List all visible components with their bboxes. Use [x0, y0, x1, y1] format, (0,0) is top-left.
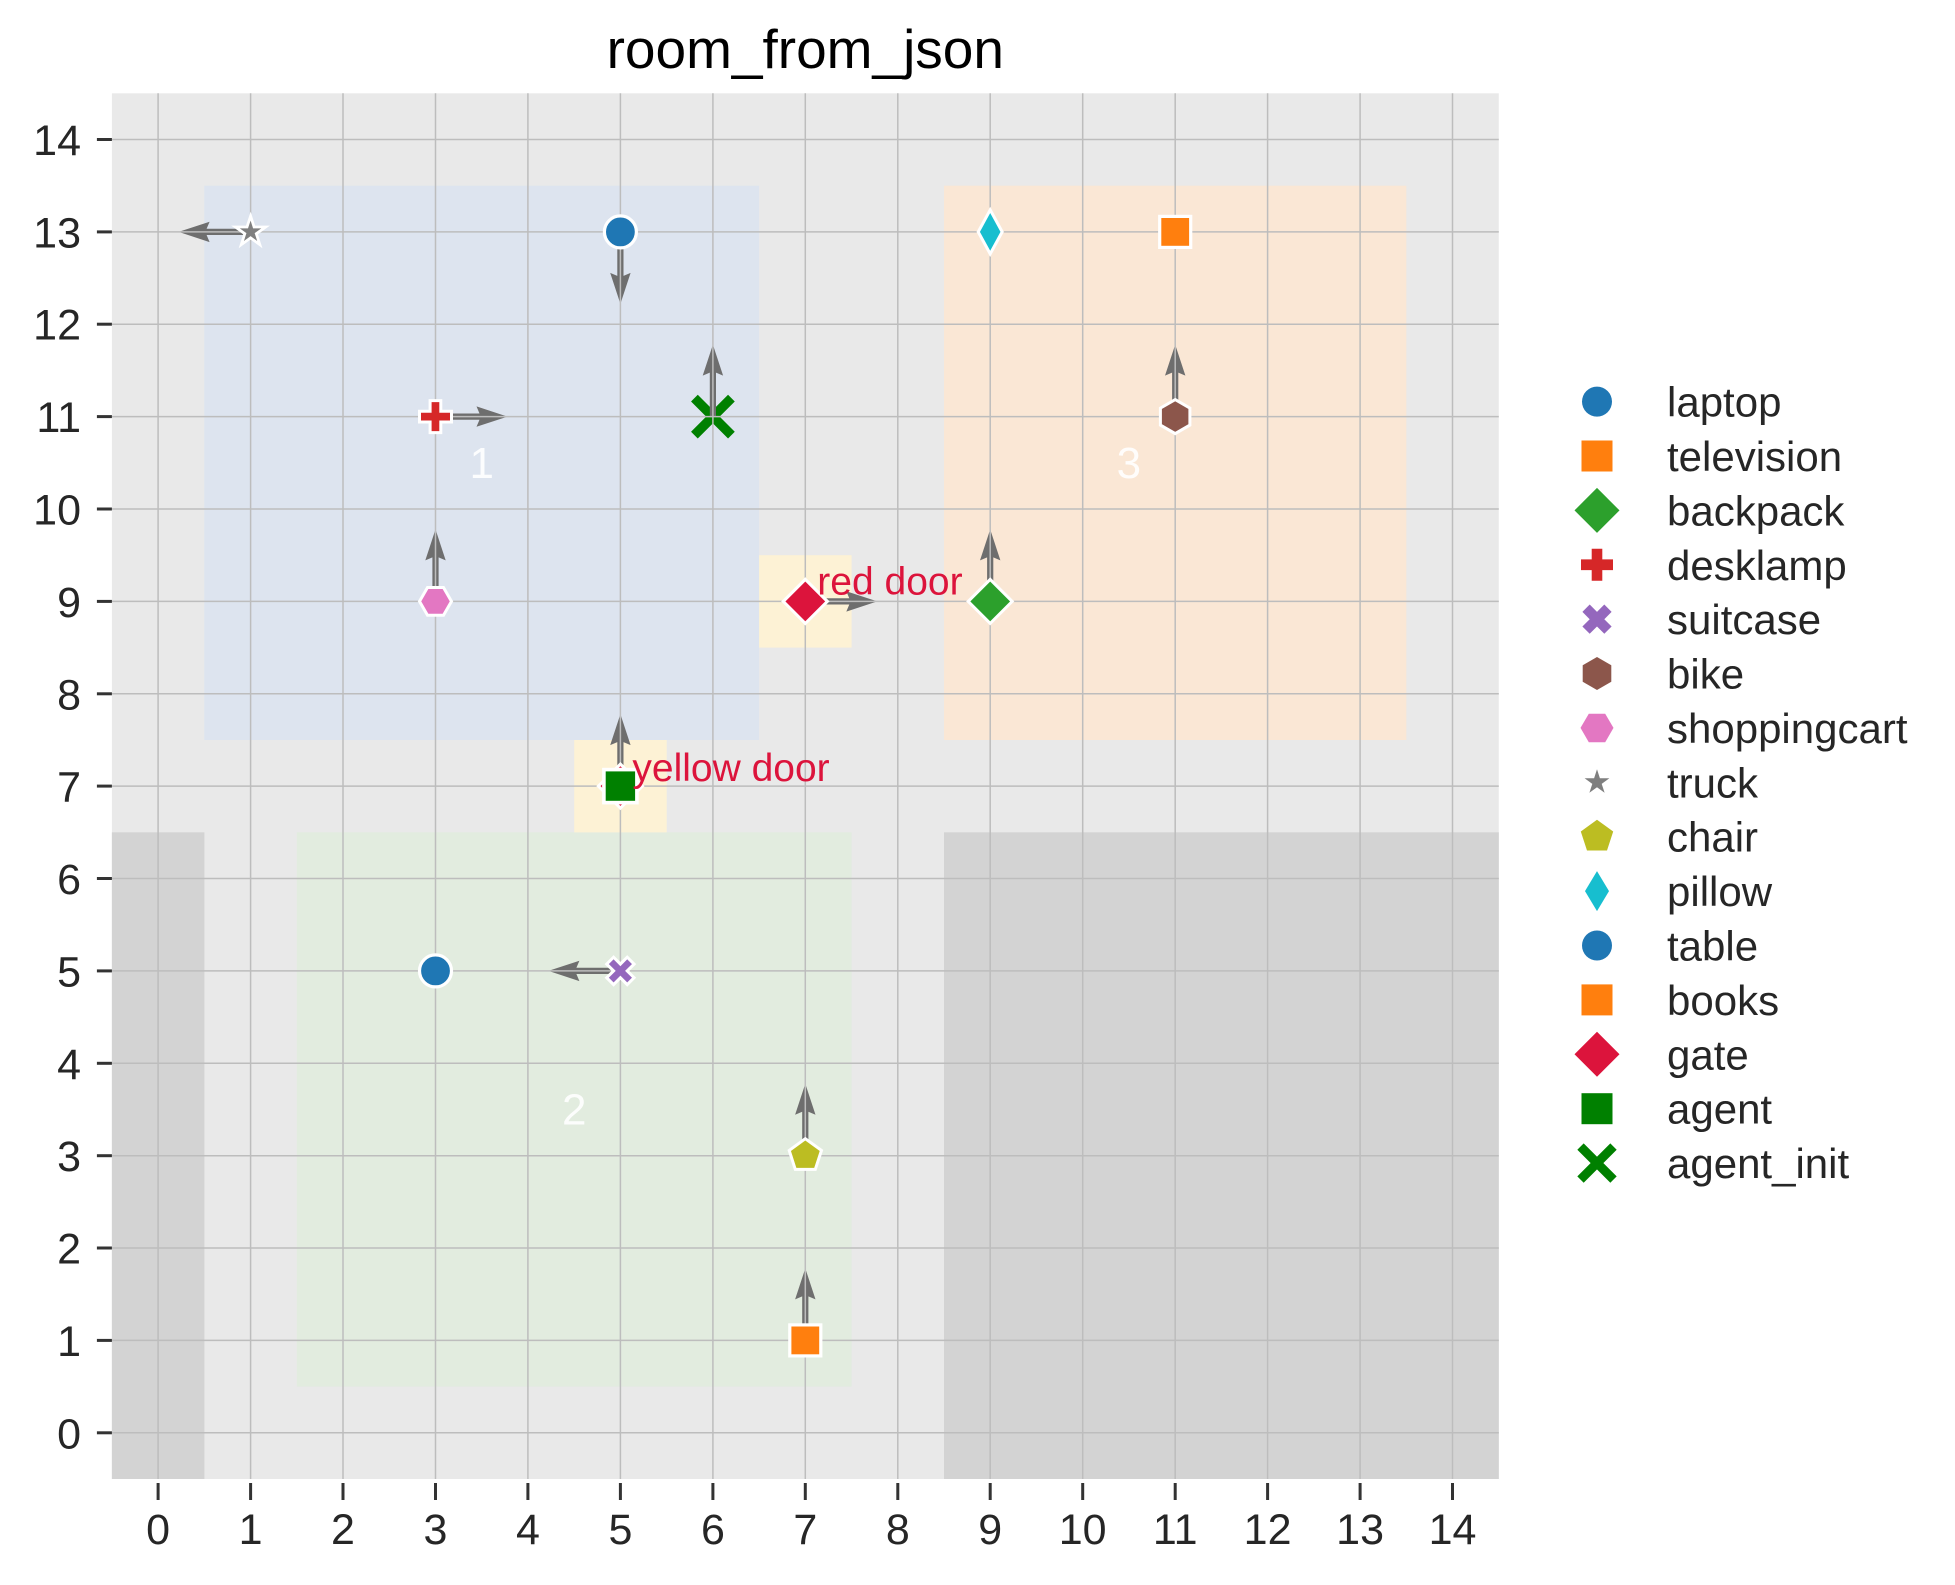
svg-text:1: 1: [239, 1506, 263, 1554]
svg-text:books: books: [1667, 977, 1779, 1024]
svg-text:gate: gate: [1667, 1031, 1749, 1078]
svg-text:6: 6: [701, 1506, 725, 1554]
svg-text:chair: chair: [1667, 814, 1758, 861]
svg-text:1: 1: [469, 439, 493, 488]
svg-text:bike: bike: [1667, 651, 1744, 698]
svg-text:pillow: pillow: [1667, 868, 1773, 915]
svg-text:13: 13: [1336, 1506, 1384, 1554]
svg-text:11: 11: [1153, 1506, 1198, 1554]
svg-text:4: 4: [57, 1041, 81, 1089]
svg-text:10: 10: [33, 487, 81, 535]
svg-text:agent_init: agent_init: [1667, 1140, 1849, 1187]
svg-text:truck: truck: [1667, 759, 1759, 806]
svg-text:11: 11: [36, 394, 81, 442]
svg-text:3: 3: [57, 1133, 81, 1181]
svg-text:suitcase: suitcase: [1667, 596, 1821, 643]
svg-text:12: 12: [33, 302, 81, 350]
svg-text:5: 5: [57, 948, 81, 996]
svg-text:television: television: [1667, 433, 1842, 480]
svg-text:0: 0: [146, 1506, 170, 1554]
svg-text:desklamp: desklamp: [1667, 542, 1847, 589]
svg-text:0: 0: [57, 1410, 81, 1458]
svg-text:4: 4: [516, 1506, 540, 1554]
svg-text:14: 14: [1429, 1506, 1477, 1554]
svg-text:8: 8: [886, 1506, 910, 1554]
svg-text:laptop: laptop: [1667, 379, 1781, 426]
svg-text:3: 3: [1117, 439, 1141, 488]
svg-text:7: 7: [793, 1506, 817, 1554]
svg-text:room_from_json: room_from_json: [607, 18, 1004, 80]
svg-text:14: 14: [33, 117, 81, 165]
svg-text:7: 7: [57, 764, 81, 812]
svg-text:6: 6: [57, 856, 81, 904]
svg-text:red door: red door: [817, 560, 962, 603]
svg-text:13: 13: [33, 209, 81, 257]
svg-text:1: 1: [57, 1318, 81, 1366]
svg-text:9: 9: [978, 1506, 1002, 1554]
svg-text:9: 9: [57, 579, 81, 627]
svg-text:12: 12: [1244, 1506, 1292, 1554]
svg-text:shoppingcart: shoppingcart: [1667, 705, 1908, 752]
svg-text:table: table: [1667, 923, 1758, 970]
svg-text:yellow door: yellow door: [632, 747, 829, 790]
svg-text:backpack: backpack: [1667, 487, 1845, 534]
svg-text:2: 2: [57, 1226, 81, 1274]
svg-text:2: 2: [331, 1506, 355, 1554]
svg-text:8: 8: [57, 671, 81, 719]
svg-text:agent: agent: [1667, 1086, 1772, 1133]
svg-text:3: 3: [424, 1506, 448, 1554]
svg-text:2: 2: [562, 1086, 586, 1135]
svg-text:10: 10: [1059, 1506, 1107, 1554]
svg-text:5: 5: [608, 1506, 632, 1554]
